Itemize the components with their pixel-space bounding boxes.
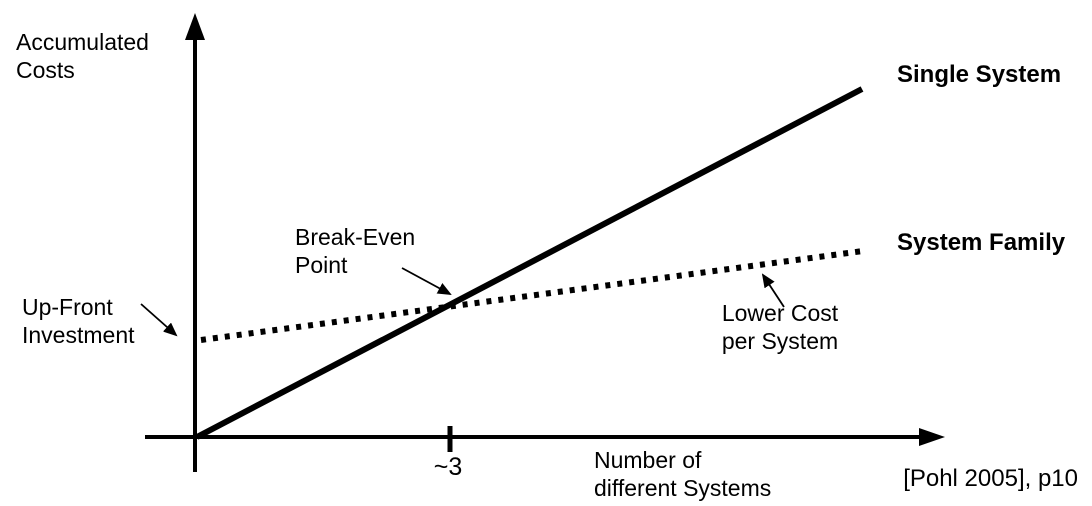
single-system-series-label: Single System (897, 61, 1062, 88)
break-even-label: Break-Even Point (295, 224, 416, 278)
y-axis-arrowhead-icon (185, 13, 205, 40)
single-system-line (195, 86, 864, 440)
x-tick-label: ~3 (433, 453, 463, 481)
x-axis-label: Number of different Systems (594, 447, 772, 501)
up-front-arrow-icon (140, 303, 178, 337)
citation: [Pohl 2005], p10 (903, 465, 1078, 492)
system-family-series-label: System Family (897, 229, 1066, 256)
lower-cost-arrow-icon (761, 273, 785, 308)
up-front-investment-label: Up-Front Investment (22, 294, 135, 348)
break-even-arrow-icon (401, 267, 452, 295)
lower-cost-label: Lower Cost per System (721, 300, 839, 354)
system-family-line (200, 248, 864, 343)
x-axis-arrowhead-icon (919, 428, 945, 446)
y-axis-label: Accumulated Costs (16, 29, 149, 83)
